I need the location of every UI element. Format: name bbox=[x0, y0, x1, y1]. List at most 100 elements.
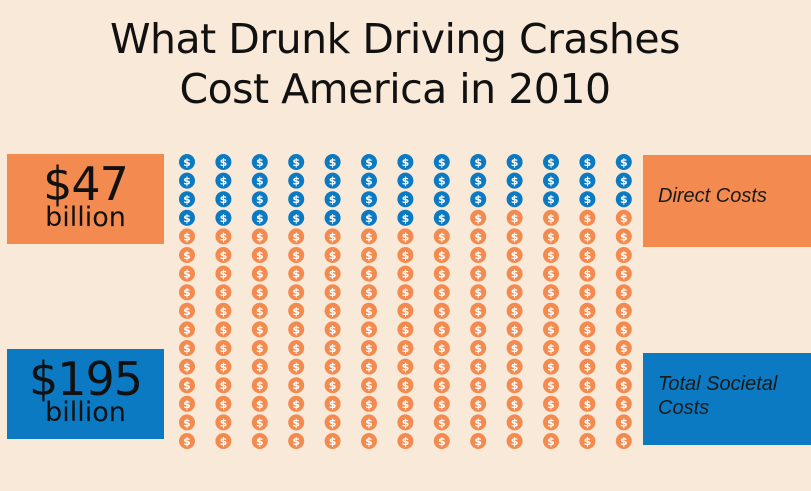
dollar-sign-glyph: $ bbox=[511, 323, 519, 336]
dollar-sign-glyph: $ bbox=[511, 342, 519, 355]
dollar-sign-glyph: $ bbox=[402, 305, 410, 318]
dollar-coin-icon bbox=[433, 321, 450, 338]
total-costs-legend-label: Total Societal Costs bbox=[658, 373, 778, 419]
dollar-coin-icon bbox=[506, 265, 523, 282]
dollar-sign-glyph: $ bbox=[183, 268, 191, 281]
dollar-sign-glyph: $ bbox=[511, 156, 519, 169]
societal-cost-coin: $ bbox=[579, 284, 596, 301]
societal-cost-coin: $ bbox=[579, 321, 596, 338]
dollar-coin-icon bbox=[215, 321, 232, 338]
dollar-coin-icon bbox=[470, 228, 487, 245]
dollar-sign-glyph: $ bbox=[183, 305, 191, 318]
societal-cost-coin: $ bbox=[579, 414, 596, 431]
societal-cost-coin: $ bbox=[433, 302, 450, 319]
direct-cost-coin: $ bbox=[361, 191, 377, 208]
dollar-sign-glyph: $ bbox=[438, 435, 446, 448]
dollar-coin-icon bbox=[215, 228, 232, 245]
dollar-sign-glyph: $ bbox=[183, 323, 191, 336]
dollar-coin-icon bbox=[579, 191, 596, 208]
direct-cost-coin: $ bbox=[433, 209, 450, 226]
societal-cost-coin: $ bbox=[543, 395, 559, 412]
dollar-coin-icon bbox=[179, 377, 195, 394]
societal-cost-coin: $ bbox=[179, 247, 195, 263]
societal-cost-coin: $ bbox=[506, 414, 523, 431]
societal-cost-coin: $ bbox=[433, 414, 450, 431]
dollar-coin-icon bbox=[506, 377, 523, 394]
dollar-coin-icon bbox=[251, 228, 268, 245]
dollar-sign-glyph: $ bbox=[438, 286, 446, 299]
societal-cost-coin: $ bbox=[615, 265, 632, 282]
dollar-sign-glyph: $ bbox=[474, 175, 482, 188]
societal-cost-coin: $ bbox=[433, 228, 450, 245]
dollar-coin-icon bbox=[470, 154, 487, 170]
societal-cost-coin: $ bbox=[324, 395, 341, 412]
dollar-sign-glyph: $ bbox=[584, 342, 592, 355]
societal-cost-coin: $ bbox=[251, 433, 268, 449]
dollar-coin-icon bbox=[288, 247, 305, 263]
dollar-sign-glyph: $ bbox=[292, 156, 300, 169]
direct-cost-coin: $ bbox=[470, 191, 487, 208]
societal-cost-coin: $ bbox=[506, 340, 523, 356]
dollar-sign-glyph: $ bbox=[474, 416, 482, 429]
societal-cost-coin: $ bbox=[579, 265, 596, 282]
dollar-sign-glyph: $ bbox=[329, 435, 337, 448]
dollar-coin-icon bbox=[543, 377, 559, 394]
societal-cost-coin: $ bbox=[361, 302, 377, 319]
dollar-coin-icon bbox=[324, 191, 341, 208]
societal-cost-coin: $ bbox=[251, 228, 268, 245]
dollar-sign-glyph: $ bbox=[329, 249, 337, 262]
societal-cost-coin: $ bbox=[543, 377, 559, 394]
direct-cost-coin: $ bbox=[215, 154, 232, 170]
societal-cost-coin: $ bbox=[543, 414, 559, 431]
societal-cost-coin: $ bbox=[397, 414, 414, 431]
societal-cost-coin: $ bbox=[179, 302, 195, 319]
dollar-sign-glyph: $ bbox=[584, 175, 592, 188]
dollar-sign-glyph: $ bbox=[474, 435, 482, 448]
societal-cost-coin: $ bbox=[361, 414, 377, 431]
dollar-sign-glyph: $ bbox=[547, 305, 555, 318]
direct-cost-amount: $47 bbox=[43, 157, 129, 211]
dollar-sign-glyph: $ bbox=[402, 286, 410, 299]
total-cost-amount-box: $195 billion bbox=[7, 349, 164, 439]
dollar-sign-glyph: $ bbox=[292, 379, 300, 392]
dollar-sign-glyph: $ bbox=[402, 230, 410, 243]
societal-cost-coin: $ bbox=[506, 247, 523, 263]
dollar-coin-icon bbox=[579, 340, 596, 356]
dollar-sign-glyph: $ bbox=[584, 416, 592, 429]
societal-cost-coin: $ bbox=[615, 433, 632, 449]
dollar-sign-glyph: $ bbox=[256, 379, 264, 392]
dollar-coin-icon bbox=[397, 247, 414, 263]
dollar-coin-icon bbox=[433, 191, 450, 208]
dollar-coin-icon bbox=[579, 358, 596, 375]
societal-cost-coin: $ bbox=[215, 377, 232, 394]
dollar-coin-icon bbox=[288, 172, 305, 189]
dollar-sign-glyph: $ bbox=[365, 249, 373, 262]
societal-cost-coin: $ bbox=[579, 247, 596, 263]
dollar-sign-glyph: $ bbox=[256, 435, 264, 448]
dollar-coin-icon bbox=[324, 172, 341, 189]
dollar-coin-icon bbox=[543, 395, 559, 412]
direct-cost-coin: $ bbox=[179, 191, 195, 208]
dollar-sign-glyph: $ bbox=[183, 193, 191, 206]
dollar-coin-icon bbox=[470, 358, 487, 375]
dollar-coin-icon bbox=[543, 228, 559, 245]
dollar-sign-glyph: $ bbox=[220, 305, 228, 318]
societal-cost-coin: $ bbox=[615, 209, 632, 226]
dollar-coin-icon bbox=[433, 228, 450, 245]
dollar-coin-icon bbox=[433, 172, 450, 189]
societal-cost-coin: $ bbox=[470, 358, 487, 375]
dollar-sign-glyph: $ bbox=[547, 268, 555, 281]
dollar-coin-icon bbox=[179, 340, 195, 356]
dollar-sign-glyph: $ bbox=[584, 268, 592, 281]
dollar-coin-icon bbox=[579, 414, 596, 431]
societal-cost-coin: $ bbox=[397, 228, 414, 245]
dollar-sign-glyph: $ bbox=[511, 286, 519, 299]
dollar-sign-glyph: $ bbox=[438, 212, 446, 225]
dollar-coin-icon bbox=[288, 395, 305, 412]
societal-cost-coin: $ bbox=[179, 377, 195, 394]
dollar-sign-glyph: $ bbox=[474, 212, 482, 225]
dollar-coin-icon bbox=[579, 321, 596, 338]
dollar-sign-glyph: $ bbox=[511, 230, 519, 243]
dollar-sign-glyph: $ bbox=[584, 212, 592, 225]
direct-cost-coin: $ bbox=[470, 172, 487, 189]
